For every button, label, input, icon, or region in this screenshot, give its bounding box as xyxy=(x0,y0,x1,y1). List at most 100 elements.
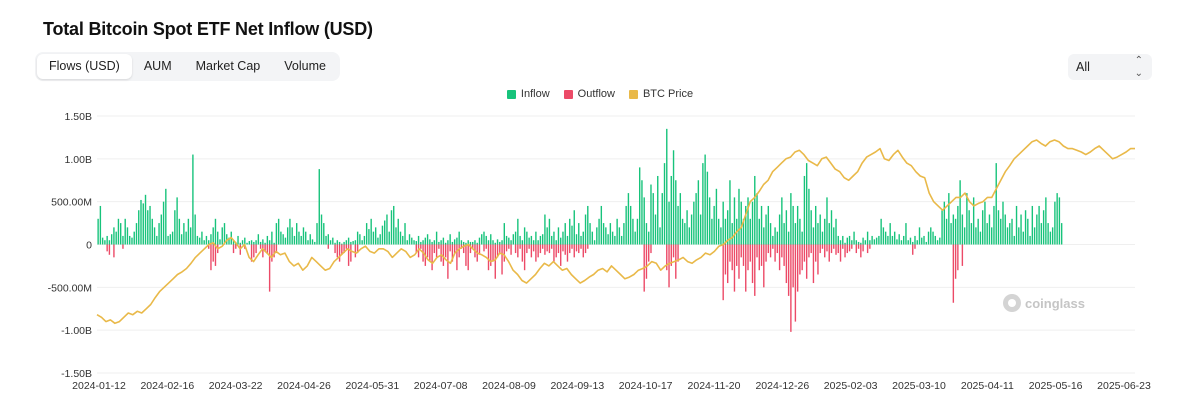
inflow-bar xyxy=(300,235,302,245)
inflow-bar xyxy=(578,223,580,245)
inflow-bar xyxy=(638,167,641,245)
inflow-bar xyxy=(566,235,569,245)
inflow-bar xyxy=(991,227,993,245)
inflow-bar xyxy=(223,223,226,245)
inflow-bar xyxy=(564,223,566,245)
inflow-bar xyxy=(765,214,767,245)
legend-swatch-outflow xyxy=(563,89,573,99)
outflow-bar xyxy=(356,244,359,254)
inflow-bar xyxy=(1009,223,1011,245)
outflow-bar xyxy=(548,244,551,254)
outflow-bar xyxy=(449,244,451,252)
inflow-bar xyxy=(309,234,311,245)
x-tick-label: 2024-07-08 xyxy=(414,380,468,392)
inflow-bar xyxy=(1040,223,1043,245)
x-tick-label: 2024-08-09 xyxy=(482,380,536,392)
x-tick-label: 2024-12-26 xyxy=(755,380,809,392)
inflow-bar xyxy=(912,241,914,245)
inflow-bar xyxy=(713,205,715,245)
inflow-bar xyxy=(821,231,824,245)
legend-item-btc-price[interactable]: BTC Price xyxy=(628,88,693,100)
inflow-bar xyxy=(934,235,936,245)
inflow-bar xyxy=(760,205,763,245)
inflow-bar xyxy=(747,197,749,245)
legend-label-outflow: Outflow xyxy=(577,88,615,100)
inflow-bar xyxy=(485,235,487,245)
outflow-bar xyxy=(214,244,217,266)
inflow-bar xyxy=(282,234,284,245)
inflow-bar xyxy=(183,223,185,245)
inflow-bar xyxy=(862,237,864,245)
inflow-bar xyxy=(142,203,144,245)
inflow-bar xyxy=(338,241,341,245)
outflow-bar xyxy=(828,244,830,262)
legend-item-inflow[interactable]: Inflow xyxy=(506,88,550,100)
inflow-bar xyxy=(296,223,298,245)
range-select[interactable]: All ⌃ ⌄ xyxy=(1068,54,1152,80)
inflow-bar xyxy=(523,227,526,245)
outflow-bar xyxy=(336,244,339,258)
inflow-bar xyxy=(316,223,318,245)
outflow-bar xyxy=(438,244,440,249)
inflow-bar xyxy=(174,210,176,245)
inflow-bar xyxy=(891,235,894,245)
chart-legend: Inflow Outflow BTC Price xyxy=(0,88,1200,100)
inflow-bar xyxy=(553,231,555,245)
tab-flows[interactable]: Flows (USD) xyxy=(37,54,132,79)
inflow-bar xyxy=(641,180,643,245)
inflow-bar xyxy=(377,237,379,245)
outflow-bar xyxy=(952,244,955,303)
inflow-bar xyxy=(465,242,467,245)
outflow-bar xyxy=(731,244,733,271)
outflow-bar xyxy=(736,244,738,266)
outflow-bar xyxy=(440,244,442,262)
outflow-bar xyxy=(207,244,210,249)
inflow-bar xyxy=(241,240,244,245)
outflow-bar xyxy=(796,244,799,292)
inflow-bar xyxy=(824,218,826,245)
inflow-bar xyxy=(706,171,709,245)
inflow-bar xyxy=(352,241,354,245)
tab-volume[interactable]: Volume xyxy=(284,59,326,73)
inflow-bar xyxy=(636,218,639,245)
inflow-bar xyxy=(629,205,632,245)
outflow-bar xyxy=(742,244,745,266)
outflow-bar xyxy=(550,244,553,249)
inflow-bar xyxy=(108,240,111,245)
legend-swatch-btc-price xyxy=(628,89,638,99)
inflow-bar xyxy=(616,218,618,245)
tab-aum[interactable]: AUM xyxy=(143,59,172,73)
inflow-bar xyxy=(1054,201,1056,245)
outflow-bar xyxy=(733,244,736,292)
outflow-bar xyxy=(347,244,350,266)
inflow-bar xyxy=(1029,235,1031,245)
outflow-bar xyxy=(494,244,496,279)
inflow-bar xyxy=(993,205,995,245)
inflow-bar xyxy=(374,227,377,245)
outflow-bar xyxy=(957,244,959,271)
legend-item-outflow[interactable]: Outflow xyxy=(563,88,615,100)
inflow-bar xyxy=(968,210,970,245)
outflow-bar xyxy=(490,244,492,266)
inflow-bar xyxy=(835,218,837,245)
outflow-bar xyxy=(275,244,278,254)
inflow-bar xyxy=(864,240,867,245)
outflow-bar xyxy=(546,244,548,252)
inflow-bar xyxy=(600,205,603,245)
inflow-bar xyxy=(627,193,630,245)
inflow-bar xyxy=(395,227,397,245)
outflow-bar xyxy=(465,244,467,266)
watermark: coinglass xyxy=(1003,294,1085,312)
outflow-bar xyxy=(914,244,916,249)
inflow-bar xyxy=(110,234,113,245)
inflow-bar xyxy=(720,227,722,245)
inflow-bar xyxy=(397,218,399,245)
inflow-bar xyxy=(909,237,912,245)
outflow-bar xyxy=(783,244,785,266)
inflow-bar xyxy=(670,175,672,245)
tab-market-cap[interactable]: Market Cap xyxy=(195,59,261,73)
inflow-bar xyxy=(1047,223,1049,245)
inflow-bar xyxy=(483,231,485,245)
inflow-bar xyxy=(368,229,370,245)
outflow-bar xyxy=(724,244,727,275)
